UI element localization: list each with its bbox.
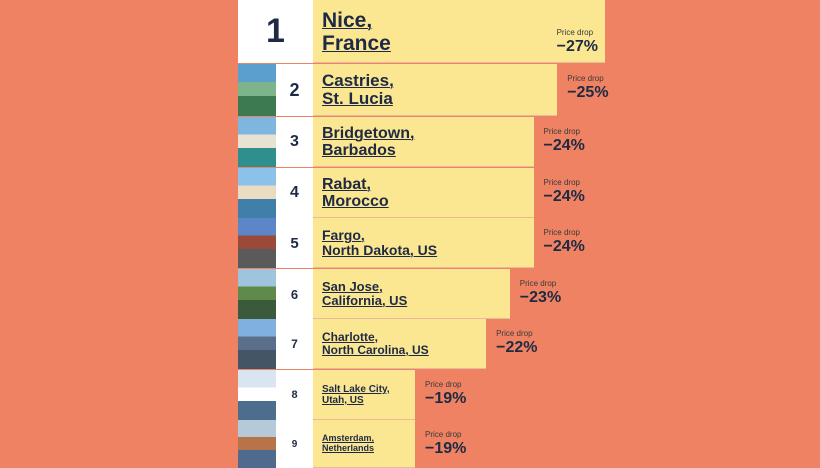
rank-number: 5 [276,218,313,268]
value-caption: Price drop [567,74,604,83]
region-name: North Dakota, US [322,241,438,258]
destination-name[interactable]: Bridgetown, Barbados [322,125,414,160]
region-name: Morocco [322,193,389,211]
data-label: Price drop −19% [425,381,466,407]
destination-photo [238,319,276,369]
value-text: −25% [567,84,609,101]
chart-row: 5 Fargo, North Dakota, US Price drop −24% [238,218,820,268]
price-drop-bar: Salt Lake City, Utah, US [313,370,415,420]
region-name: California, US [322,292,408,308]
price-drop-bar: Nice, France [313,0,605,63]
rank-number: 3 [276,117,313,167]
city-name: San Jose, [322,278,383,294]
price-drop-bar: Charlotte, North Carolina, US [313,319,487,369]
rank-number: 8 [276,370,313,420]
value-caption: Price drop [543,178,580,187]
city-name: Nice, [322,8,373,32]
region-name: France [322,31,391,55]
price-drop-bar: Amsterdam, Netherlands [313,420,415,468]
price-drop-bar: San Jose, California, US [313,269,510,319]
chart-row: 6 San Jose, California, US Price drop −23% [238,269,820,319]
value-text: −22% [496,339,538,356]
chart-row: 9 Amsterdam, Netherlands Price drop −19% [238,420,820,468]
rank-number: 9 [276,420,313,468]
value-text: −19% [425,440,467,457]
value-text: −24% [543,238,585,255]
region-name: St. Lucia [322,89,393,109]
rank-number: 6 [276,269,313,319]
destination-name[interactable]: Salt Lake City, Utah, US [322,384,390,406]
destination-photo [238,420,276,468]
chart-row: 4 Rabat, Morocco Price drop −24% [238,168,820,218]
city-name: Castries, [322,70,394,90]
chart-row: 3 Bridgetown, Barbados Price drop −24% [238,117,820,167]
value-text: −19% [425,390,467,407]
destination-photo [238,370,276,420]
rank-number: 4 [276,168,313,218]
region-name: Barbados [322,142,396,160]
value-text: −24% [543,188,585,205]
price-drop-bar: Castries, St. Lucia [313,64,558,116]
value-caption: Price drop [519,279,557,288]
value-caption: Price drop [543,127,580,136]
destination-name[interactable]: Nice, France [322,9,391,55]
city-name: Charlotte, [322,330,379,344]
value-caption: Price drop [556,28,594,37]
destination-photo [238,269,276,319]
data-label: Price drop −24% [544,229,585,255]
value-text: −27% [556,38,598,55]
chart-row: 8 Salt Lake City, Utah, US Price drop −19% [238,370,820,420]
region-name: North Carolina, US [322,343,429,358]
city-name: Bridgetown, [322,124,415,142]
data-label: Price drop −27% [557,29,598,55]
data-label: Price drop −24% [544,179,585,205]
price-drop-bar: Bridgetown, Barbados [313,117,534,167]
destination-photo [238,64,276,116]
destination-name[interactable]: Charlotte, North Carolina, US [322,330,429,358]
value-caption: Price drop [425,430,462,439]
value-caption: Price drop [425,380,462,389]
city-name: Amsterdam, [322,433,375,443]
region-name: Utah, US [322,395,364,406]
destination-name[interactable]: San Jose, California, US [322,278,408,309]
destination-name[interactable]: Rabat, Morocco [322,176,389,211]
city-name: Salt Lake City, [322,384,390,395]
rank-number: 7 [276,319,313,369]
region-name: Netherlands [322,442,375,453]
city-name: Rabat, [322,175,371,193]
destination-name[interactable]: Amsterdam, Netherlands [322,433,375,454]
destination-photo [238,117,276,167]
data-label: Price drop −24% [544,128,585,154]
rank-number: 1 [238,0,313,63]
data-label: Price drop −25% [567,75,608,101]
destination-name[interactable]: Castries, St. Lucia [322,70,394,109]
destination-photo [238,168,276,218]
price-drop-bar: Rabat, Morocco [313,168,534,218]
data-label: Price drop −19% [425,431,466,457]
city-name: Fargo, [322,226,365,243]
destination-photo [238,218,276,268]
value-text: −23% [519,289,562,306]
value-caption: Price drop [496,329,533,338]
chart-row: 1 Nice, France Price drop −27% [238,0,820,63]
chart-row: 7 Charlotte, North Carolina, US Price drop −… [238,319,820,369]
data-label: Price drop −23% [520,280,561,306]
value-caption: Price drop [543,228,580,237]
destination-name[interactable]: Fargo, North Dakota, US [322,226,438,259]
data-label: Price drop −22% [496,330,537,356]
rank-number: 2 [276,64,313,116]
chart-row: 2 Castries, St. Lucia Price drop −25% [238,64,820,116]
value-text: −24% [543,137,585,154]
price-drop-bar: Fargo, North Dakota, US [313,218,534,268]
